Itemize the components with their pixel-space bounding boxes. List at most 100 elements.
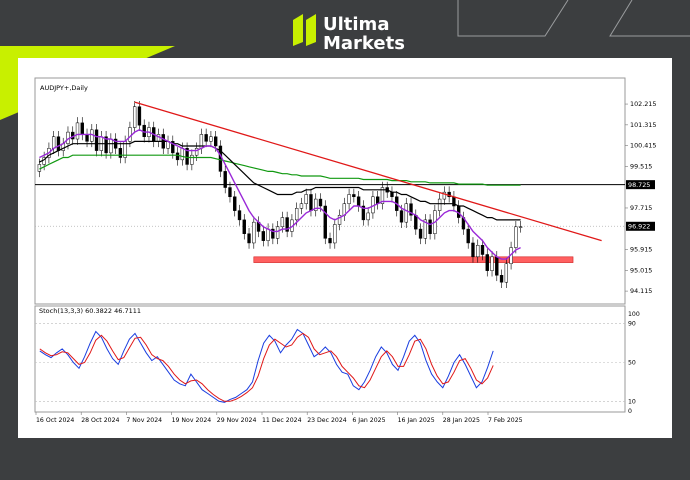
candle bbox=[466, 228, 470, 244]
candle bbox=[233, 196, 237, 211]
candle bbox=[514, 226, 518, 248]
candle bbox=[213, 136, 218, 147]
candle bbox=[409, 203, 413, 216]
price-tick-label: 97.715 bbox=[630, 204, 652, 212]
candle bbox=[94, 129, 99, 151]
candle bbox=[80, 122, 84, 135]
candle bbox=[390, 191, 394, 198]
candle bbox=[171, 141, 175, 154]
candle bbox=[247, 233, 251, 244]
candle bbox=[495, 256, 499, 276]
candle bbox=[314, 198, 318, 211]
candle bbox=[252, 221, 256, 244]
moving-average-slow bbox=[39, 154, 521, 186]
price-marker-label: 98.725 bbox=[628, 181, 650, 189]
candle bbox=[476, 245, 480, 258]
support-zone bbox=[253, 256, 574, 263]
candle bbox=[490, 256, 494, 271]
logo-mark-right bbox=[306, 14, 316, 46]
candle bbox=[175, 152, 180, 161]
candle bbox=[356, 196, 361, 207]
brand-name-line1: Ultima bbox=[323, 14, 389, 35]
date-tick-label: 16 Oct 2024 bbox=[36, 417, 74, 424]
candle bbox=[190, 154, 194, 165]
candle bbox=[128, 127, 132, 142]
stoch-main-line bbox=[39, 328, 494, 403]
candle bbox=[280, 217, 285, 228]
candle bbox=[237, 210, 242, 221]
stoch-panel bbox=[34, 305, 626, 413]
candle bbox=[518, 226, 523, 228]
stoch-tick-label: 90 bbox=[628, 321, 636, 328]
candle bbox=[366, 212, 370, 221]
brand-logo: Ultima Markets bbox=[293, 14, 405, 54]
logo-mark-left bbox=[293, 14, 303, 46]
moving-average-mid bbox=[39, 140, 521, 221]
date-tick-label: 29 Nov 2024 bbox=[217, 417, 257, 424]
candle bbox=[194, 148, 199, 156]
candle bbox=[185, 148, 189, 165]
date-tick-label: 7 Nov 2024 bbox=[126, 417, 162, 424]
candle bbox=[204, 134, 208, 142]
candle bbox=[180, 148, 185, 161]
candle bbox=[228, 187, 232, 198]
price-chart-title: AUDJPY+,Daily bbox=[40, 84, 88, 92]
candle bbox=[442, 191, 447, 200]
date-tick-label: 6 Jan 2025 bbox=[352, 417, 385, 424]
candle bbox=[118, 148, 123, 158]
price-marker-box bbox=[626, 221, 655, 231]
candle bbox=[333, 224, 337, 244]
moving-average-fast bbox=[39, 129, 521, 260]
decorative-outline-right bbox=[609, 0, 690, 37]
stoch-tick-label: 0 bbox=[628, 408, 632, 415]
stoch-title: Stoch(13,3,3) 60.3822 46.7111 bbox=[39, 307, 141, 315]
decorative-outline-left bbox=[457, 0, 569, 37]
candle bbox=[223, 171, 227, 188]
price-tick-label: 99.515 bbox=[630, 162, 652, 170]
descending-trendline bbox=[134, 101, 602, 242]
price-marker-label: 96.922 bbox=[628, 223, 650, 231]
candle bbox=[37, 164, 42, 172]
candle bbox=[51, 136, 56, 149]
candle bbox=[499, 275, 504, 283]
candle bbox=[304, 194, 308, 204]
date-tick-label: 7 Feb 2025 bbox=[488, 417, 523, 424]
date-tick-label: 28 Jan 2025 bbox=[443, 417, 480, 424]
candle bbox=[137, 106, 142, 126]
candle bbox=[361, 205, 366, 221]
candle bbox=[261, 231, 266, 241]
price-tick-label: 94.115 bbox=[630, 287, 652, 295]
date-tick-label: 16 Jan 2025 bbox=[398, 417, 435, 424]
candle bbox=[209, 136, 213, 142]
candle bbox=[437, 198, 442, 211]
candle bbox=[418, 228, 423, 239]
candle bbox=[414, 214, 418, 230]
candle bbox=[347, 194, 351, 204]
price-tick-label: 102.215 bbox=[630, 100, 656, 108]
price-tick-label: 95.915 bbox=[630, 246, 652, 254]
candle bbox=[109, 138, 113, 154]
candle bbox=[309, 194, 313, 211]
candle bbox=[485, 254, 489, 271]
date-tick-label: 11 Dec 2024 bbox=[262, 417, 302, 424]
price-panel bbox=[34, 77, 626, 305]
candle bbox=[275, 226, 280, 239]
candle bbox=[271, 228, 275, 239]
candle bbox=[380, 187, 385, 204]
candle bbox=[428, 219, 432, 234]
candle bbox=[56, 136, 61, 151]
candle bbox=[328, 238, 332, 244]
price-tick-label: 100.415 bbox=[630, 142, 656, 150]
stoch-signal-line bbox=[39, 332, 494, 402]
candle bbox=[480, 245, 485, 255]
candle bbox=[75, 122, 80, 140]
price-marker-box bbox=[626, 180, 655, 190]
candle bbox=[285, 217, 289, 232]
candle bbox=[404, 203, 408, 223]
candle bbox=[266, 228, 270, 241]
candle bbox=[104, 136, 108, 154]
candle bbox=[299, 203, 304, 209]
date-tick-label: 19 Nov 2024 bbox=[172, 417, 212, 424]
